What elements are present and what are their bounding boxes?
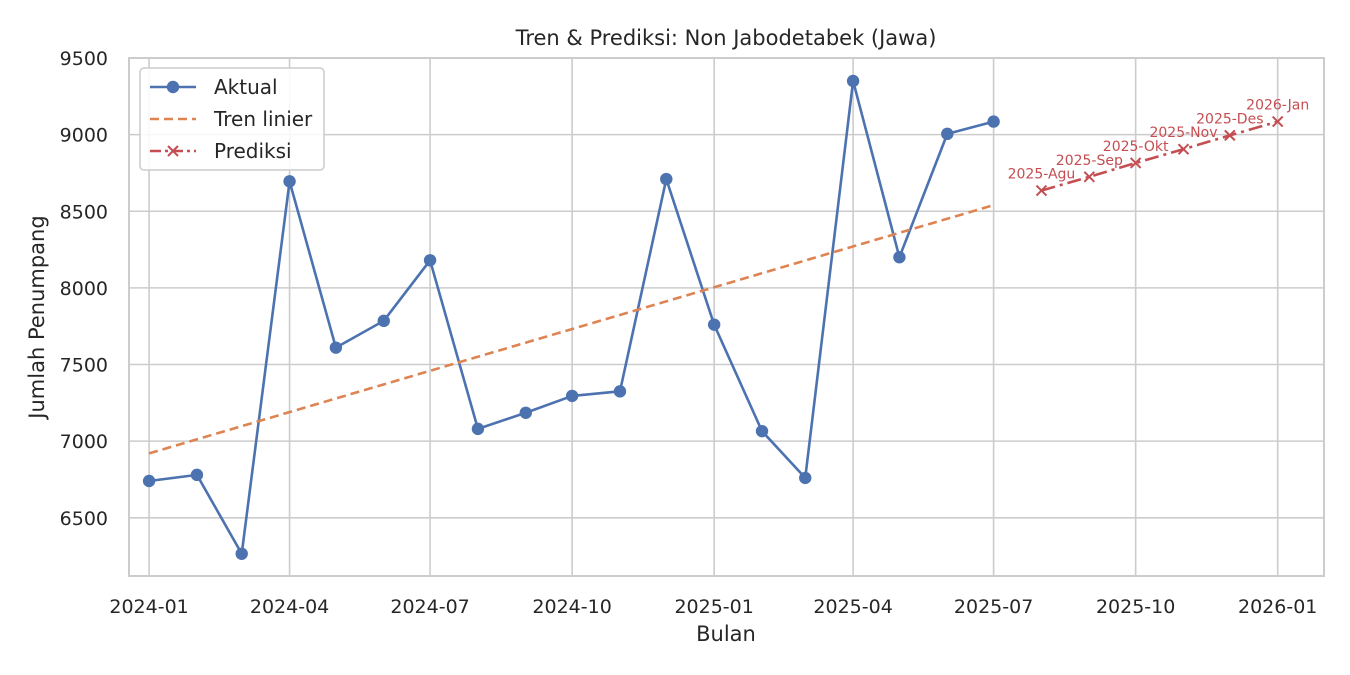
marker-stroke — [1224, 129, 1236, 142]
marker-stroke — [1083, 171, 1096, 183]
prediction-label: 2025-Des — [1196, 111, 1263, 127]
data-point — [707, 318, 721, 331]
legend-label: Aktual — [214, 75, 278, 99]
data-point — [283, 175, 296, 188]
data-point — [987, 115, 1000, 128]
legend-swatch-marker — [166, 80, 180, 94]
data-point — [190, 468, 204, 482]
prediction-point — [1224, 129, 1236, 142]
legend-label: Tren linier — [213, 107, 313, 131]
prediction-label: 2026-Jan — [1246, 98, 1309, 114]
y-tick-label: 9000 — [60, 125, 108, 147]
chart-title: Tren & Prediksi: Non Jabodetabek (Jawa) — [515, 26, 937, 50]
prediction-label: 2025-Okt — [1103, 139, 1169, 155]
x-tick-label: 2025-10 — [1096, 596, 1175, 618]
data-point — [941, 127, 954, 141]
plot-frame — [128, 57, 1325, 577]
legend-swatch-marker — [167, 145, 179, 157]
grid-layer — [129, 57, 1324, 576]
marker-stroke — [1035, 184, 1048, 197]
data-point — [423, 254, 437, 267]
data-point — [846, 74, 860, 88]
prediction-label: 2025-Nov — [1149, 125, 1217, 141]
prediction-point — [1177, 143, 1190, 155]
prediction-label: 2025-Agu — [1008, 167, 1076, 183]
y-tick-label: 6500 — [60, 508, 108, 530]
x-tick-label: 2025-07 — [954, 596, 1033, 618]
prediction-point — [1035, 184, 1048, 197]
legend-entry: Prediksi — [150, 139, 292, 163]
data-point — [660, 172, 673, 186]
data-point — [565, 389, 579, 403]
series-line-1 — [148, 203, 994, 455]
legend: Aktual Tren linier Prediksi — [139, 67, 325, 171]
data-point — [235, 547, 248, 560]
x-tick-label: 2025-01 — [674, 596, 753, 618]
legend-label: Prediksi — [214, 139, 292, 163]
prediction-point — [1129, 157, 1142, 169]
marker-stroke — [1129, 157, 1142, 169]
y-axis-label: Jumlah Penumpang — [25, 215, 49, 420]
marker-stroke — [1271, 115, 1284, 128]
y-tick-label: 9500 — [60, 48, 108, 70]
y-tick-label: 8000 — [60, 278, 108, 300]
legend-box — [139, 67, 325, 171]
data-point — [799, 471, 812, 485]
prediction-point — [1271, 115, 1284, 128]
ticks-layer: 2024-01 2024-04 2024-07 2024-10 2025-01 2025-… — [60, 48, 1318, 618]
marker-stroke — [1177, 143, 1190, 155]
data-point — [613, 385, 627, 398]
legend-entry: Aktual — [150, 75, 278, 99]
x-axis-label: Bulan — [696, 622, 756, 646]
data-point — [893, 251, 906, 264]
x-tick-label: 2026-01 — [1238, 596, 1317, 618]
data-point — [377, 314, 390, 328]
data-point — [471, 422, 485, 436]
x-tick-label: 2024-01 — [109, 596, 188, 618]
series-layer: 2025-Agu2025-Sep2025-Okt2025-Nov2025-Des… — [142, 74, 1309, 560]
y-tick-label: 8500 — [60, 201, 108, 223]
x-tick-label: 2024-07 — [390, 596, 469, 618]
data-point — [755, 424, 769, 438]
data-point — [519, 406, 532, 419]
data-point — [142, 474, 156, 488]
y-tick-label: 7500 — [60, 355, 108, 377]
data-point — [329, 341, 343, 354]
legend-entry: Tren linier — [150, 107, 313, 131]
x-tick-label: 2024-04 — [250, 596, 329, 618]
y-tick-label: 7000 — [60, 431, 108, 453]
x-tick-label: 2024-10 — [532, 596, 611, 618]
prediction-label: 2025-Sep — [1056, 153, 1123, 169]
prediction-point — [1083, 171, 1096, 183]
x-tick-label: 2025-04 — [813, 596, 892, 618]
